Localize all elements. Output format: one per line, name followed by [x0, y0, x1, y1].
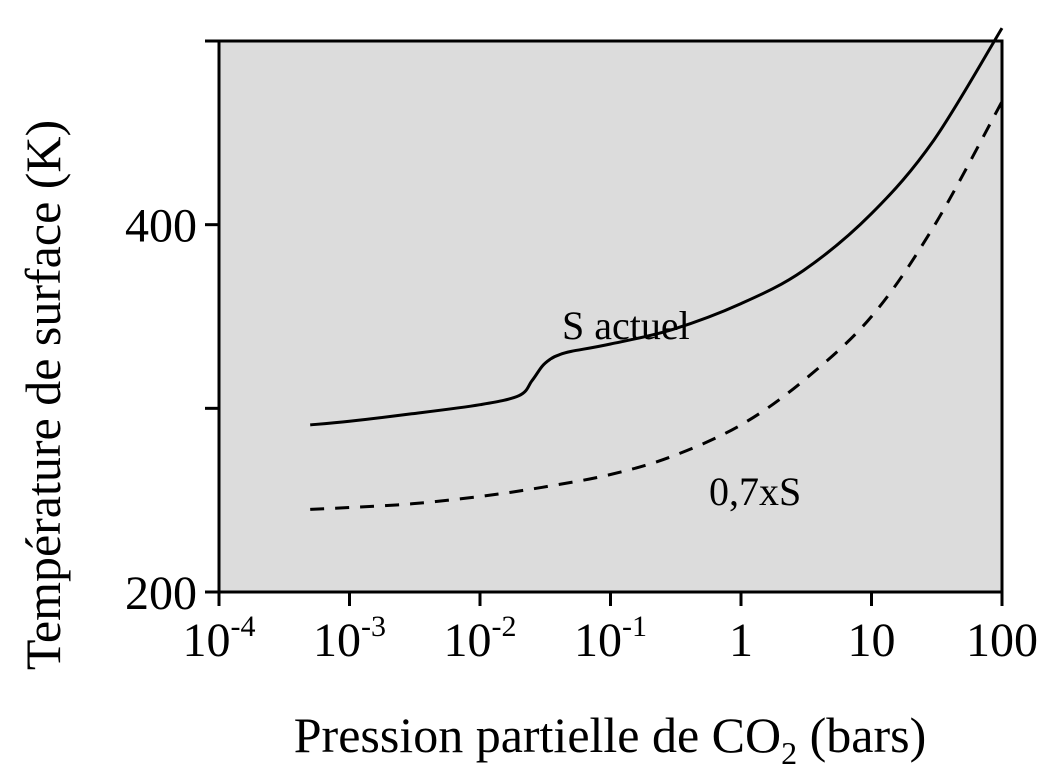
x-tick-label: 1 [729, 614, 753, 667]
x-tick-label: 100 [966, 614, 1038, 667]
labels: 10-4 10-3 10-2 10-1 1 10 100 200 400 [125, 200, 1038, 667]
series-line-reduced [310, 100, 1004, 511]
series-label-s-actuel: S actuel [562, 303, 690, 348]
x-tick-label: 10-1 [574, 610, 647, 667]
x-axis-title: Pression partielle de CO2 (bars) [294, 707, 927, 771]
x-tick-label: 10-4 [183, 610, 256, 667]
ticks [205, 39, 1004, 606]
series-line-current [310, 27, 1004, 427]
x-tick-label: 10-2 [444, 610, 517, 667]
y-axis-title: Température de surface (K) [15, 120, 71, 670]
x-tick-label: 10 [848, 614, 896, 667]
y-tick-label: 400 [125, 200, 197, 253]
series-label-0-7xs: 0,7xS [709, 469, 801, 514]
y-tick-label: 200 [125, 567, 197, 620]
curves [310, 27, 1004, 511]
x-tick-label: 10-3 [313, 610, 386, 667]
